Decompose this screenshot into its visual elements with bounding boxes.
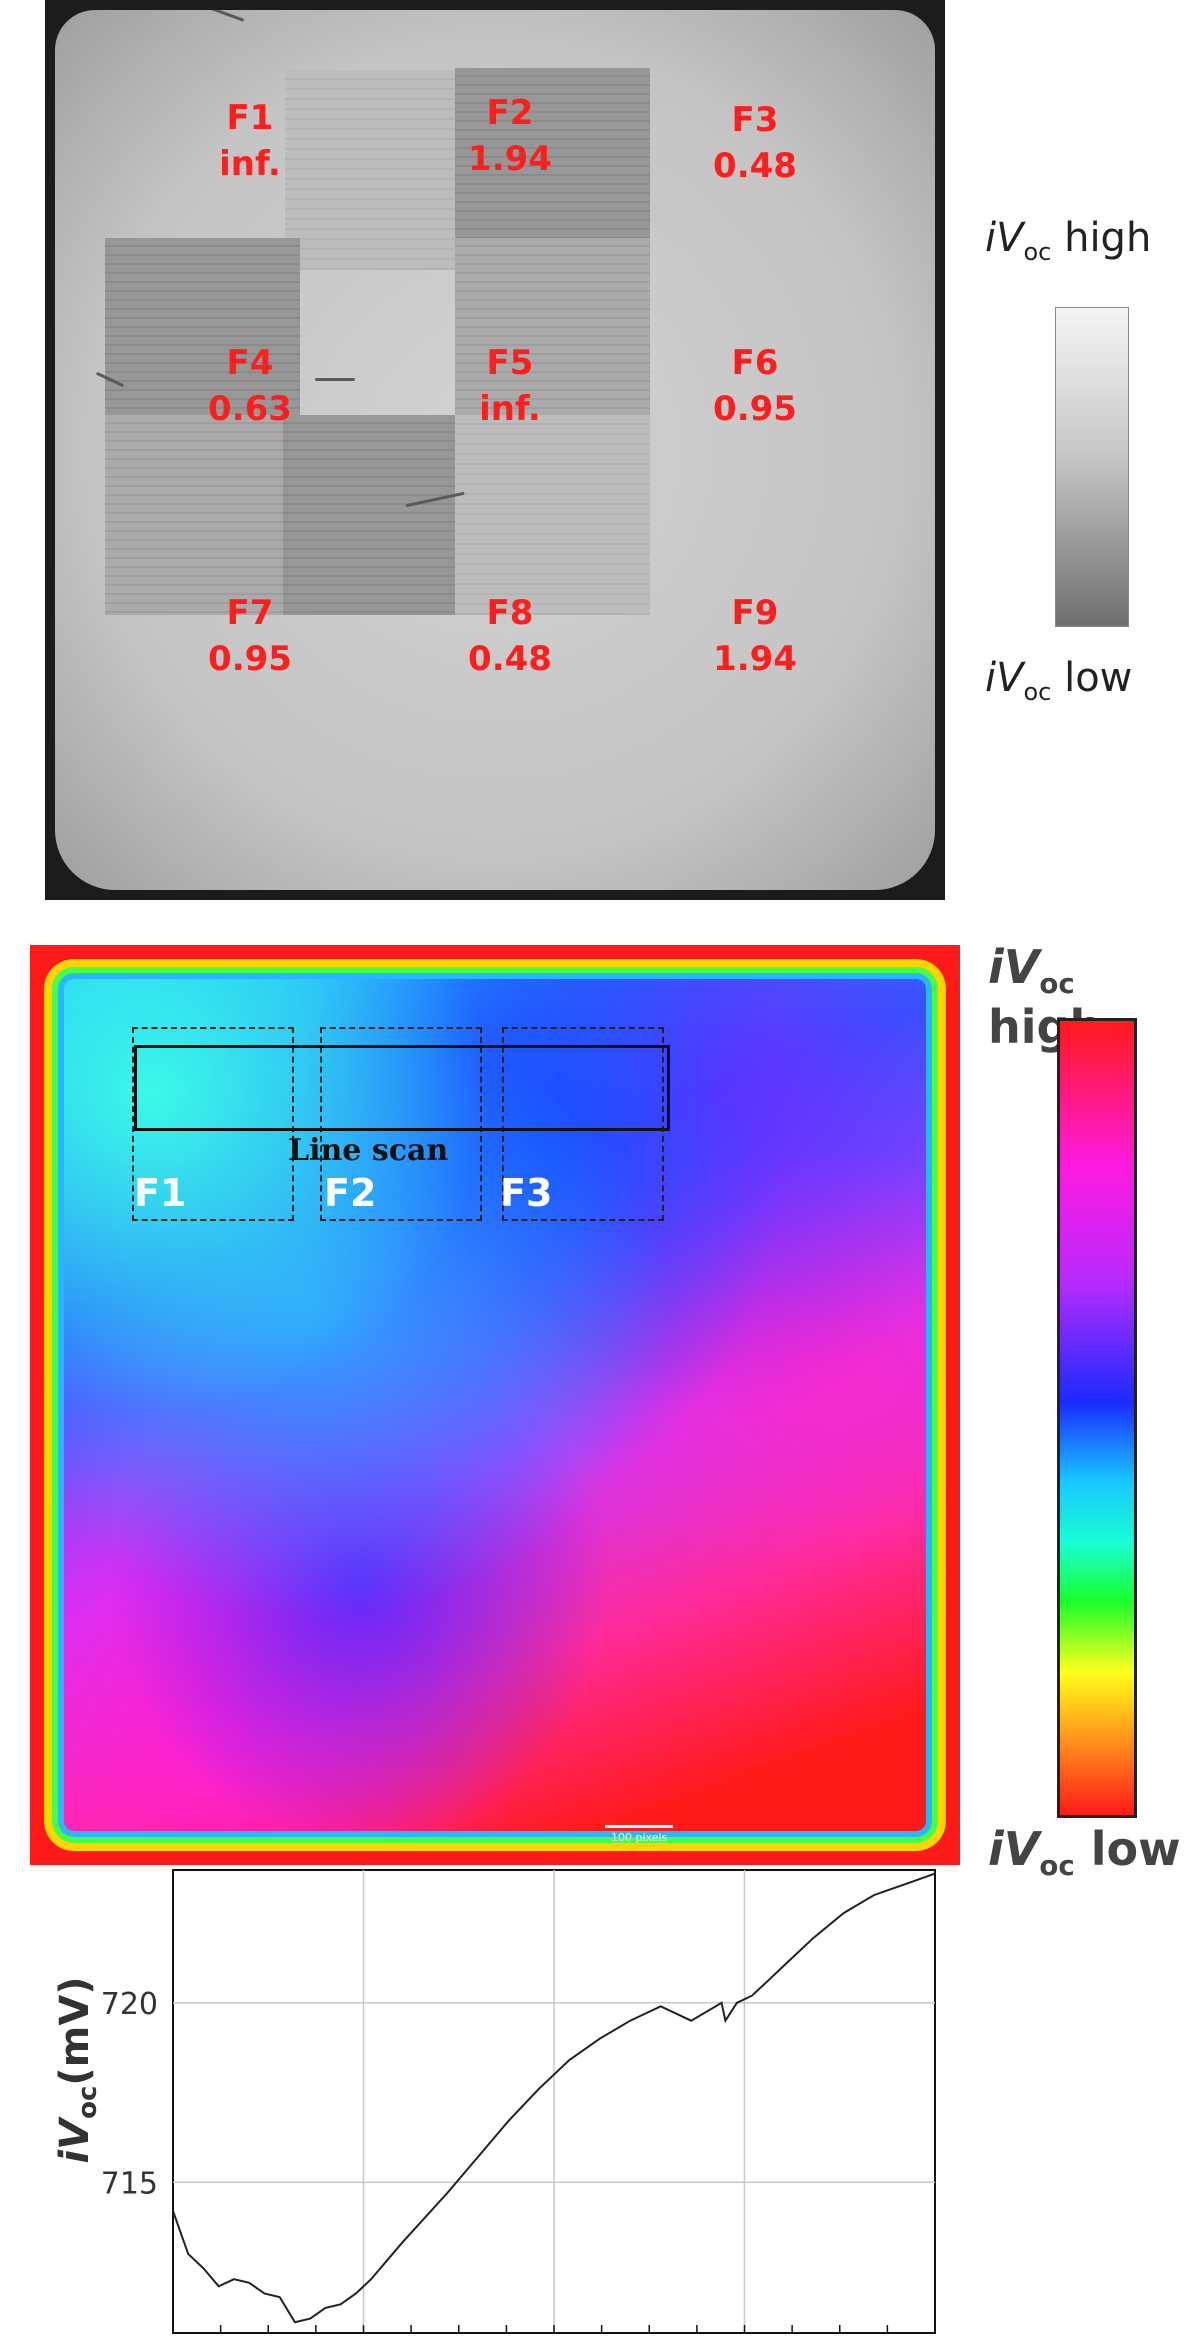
- false-color-map-panel: Line scan F1 F2 F3 100 pixels: [30, 945, 960, 1865]
- field-f9-label: F9 1.94: [713, 593, 797, 679]
- scale-bar: [605, 1825, 673, 1828]
- field-f7-label: F7 0.95: [208, 593, 292, 679]
- field-f2-region: [285, 70, 480, 270]
- field-f7-region: [105, 415, 300, 615]
- y-tick-label: 720: [101, 1987, 158, 2022]
- field-f2-label: F2 1.94: [468, 93, 552, 179]
- plot-grid: [173, 1870, 935, 2333]
- field-f4-region: [105, 238, 300, 438]
- field-f1-label: F1 inf.: [219, 98, 281, 184]
- field-f3-region: [455, 68, 650, 268]
- line-scan-box: [134, 1045, 670, 1131]
- field-f2-box: [320, 1027, 482, 1221]
- field-f6-label: F6 0.95: [713, 343, 797, 429]
- legend-high-label-a: iVoc high: [985, 215, 1152, 266]
- field-f8-label: F8 0.48: [468, 593, 552, 679]
- field-f3-label: F3: [500, 1171, 553, 1215]
- line-scan-label: Line scan: [288, 1133, 449, 1168]
- field-f6-region: [455, 238, 650, 438]
- field-f1-box: [132, 1027, 294, 1221]
- legend-low-label-b: iVoc low: [988, 1822, 1181, 1883]
- field-f3-box: [502, 1027, 664, 1221]
- scale-bar-label: 100 pixels: [611, 1831, 668, 1844]
- field-f8-region: [283, 415, 478, 615]
- y-axis-ticks: 715 720: [101, 1987, 889, 2333]
- grayscale-colorbar: [1055, 307, 1129, 627]
- defect-mark: [315, 378, 355, 381]
- field-f1-label: F1: [134, 1171, 187, 1215]
- y-tick-label: 715: [101, 2166, 158, 2201]
- defect-mark: [205, 10, 245, 22]
- y-axis-label: iVoc(mV): [52, 1976, 103, 2163]
- field-f2-label: F2: [324, 1171, 377, 1215]
- field-f3-label: F3 0.48: [713, 100, 797, 186]
- legend-low-label-a: iVoc low: [985, 655, 1133, 706]
- field-f5-label: F5 inf.: [479, 343, 541, 429]
- false-color-map: [44, 959, 946, 1851]
- false-color-colorbar: [1057, 1018, 1137, 1818]
- line-scan-series: [172, 1872, 936, 2324]
- pl-image-panel: F1 inf. F2 1.94 F3 0.48 F4 0.63 F5 inf. F6 0.9…: [45, 0, 945, 900]
- line-scan-plot: 715 720 iVoc(mV): [52, 1869, 936, 2334]
- field-f9-region: [455, 415, 650, 615]
- wafer-grayscale-image: [55, 10, 935, 890]
- field-f4-label: F4 0.63: [208, 343, 292, 429]
